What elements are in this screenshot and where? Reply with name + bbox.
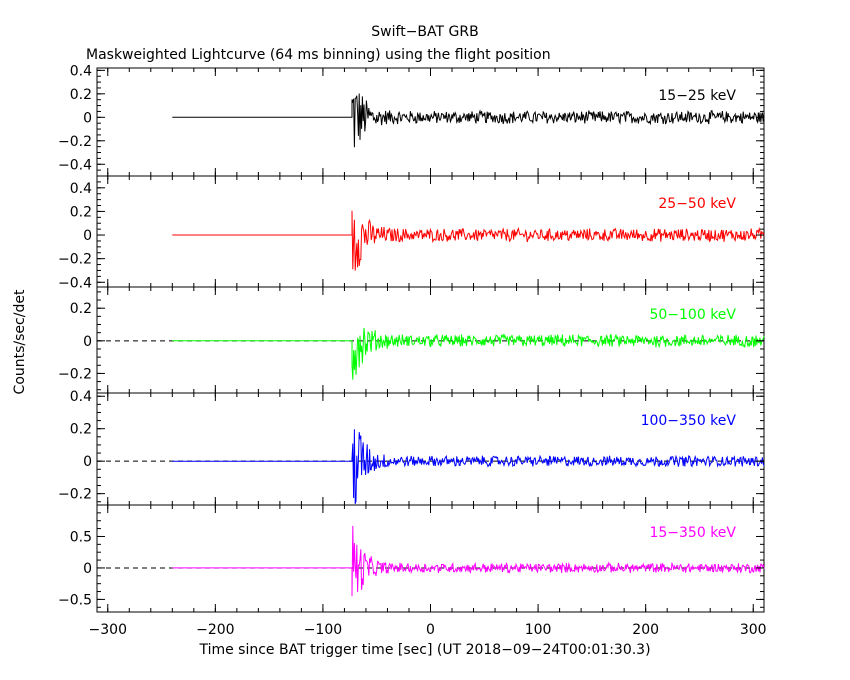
- y-tick-label: 0: [83, 110, 92, 126]
- panel-frame: [96, 504, 765, 613]
- y-tick-label: 0: [83, 228, 92, 244]
- y-tick-label: −0.4: [58, 275, 92, 291]
- panel-3: −0.2 0 0.2 50−100 keV: [58, 286, 765, 394]
- chart-title: Swift−BAT GRB: [371, 24, 478, 40]
- x-tick-label: 100: [525, 622, 552, 638]
- y-tick-label: 0.4: [70, 389, 92, 405]
- y-tick-label: 0.5: [70, 529, 92, 545]
- lightcurve-trace: [172, 210, 765, 271]
- y-tick-label: 0: [83, 561, 92, 577]
- x-tick-label: −100: [304, 622, 342, 638]
- y-tick-label: −0.2: [58, 487, 92, 503]
- panel-2: −0.4 −0.2 0 0.2 0.4 25−50 keV: [58, 175, 765, 291]
- y-tick-label: 0: [83, 454, 92, 470]
- x-tick-label: −300: [89, 622, 127, 638]
- y-axis-label: Counts/sec/det: [12, 289, 28, 394]
- y-tick-label: 0: [83, 334, 92, 350]
- series-label: 50−100 keV: [649, 307, 736, 323]
- panel-frame: [96, 392, 765, 506]
- x-axis-label: Time since BAT trigger time [sec] (UT 20…: [198, 642, 650, 658]
- series-label: 25−50 keV: [658, 196, 736, 212]
- series-label: 100−350 keV: [641, 413, 737, 429]
- x-tick-label: 0: [426, 622, 435, 638]
- lightcurve-trace: [172, 93, 765, 148]
- y-tick-label: −0.5: [58, 592, 92, 608]
- y-tick-label: 0.2: [70, 301, 92, 317]
- lightcurve-trace: [172, 429, 765, 504]
- y-tick-label: 0.2: [70, 204, 92, 220]
- panel-1: −0.4 −0.2 0 0.2 0.4 15−25 keV: [58, 63, 765, 177]
- y-tick-label: 0.4: [70, 63, 92, 79]
- x-tick-label: 300: [740, 622, 767, 638]
- x-tick-label: 200: [632, 622, 659, 638]
- series-label: 15−350 keV: [649, 525, 736, 541]
- chart-subtitle: Maskweighted Lightcurve (64 ms binning) …: [86, 47, 551, 63]
- panel-4: −0.2 0 0.2 0.4 100−350 keV: [58, 389, 765, 506]
- y-tick-label: 0.2: [70, 87, 92, 103]
- y-tick-label: −0.2: [58, 252, 92, 268]
- y-tick-label: −0.2: [58, 134, 92, 150]
- series-label: 15−25 keV: [658, 88, 736, 104]
- y-tick-label: 0.2: [70, 422, 92, 438]
- y-tick-label: −0.4: [58, 157, 92, 173]
- y-tick-label: 0.4: [70, 181, 92, 197]
- panels-group: −0.4 −0.2 0 0.2 0.4 15−25 keV −0.4 −0.2 0 0.2 0.4 2…: [58, 63, 767, 638]
- lightcurve-trace: [172, 327, 765, 380]
- x-tick-label: −200: [196, 622, 234, 638]
- lightcurve-trace: [172, 525, 765, 597]
- y-tick-label: −0.2: [58, 366, 92, 382]
- panel-5: −0.5 0 0.5 15−350 keV: [58, 504, 765, 613]
